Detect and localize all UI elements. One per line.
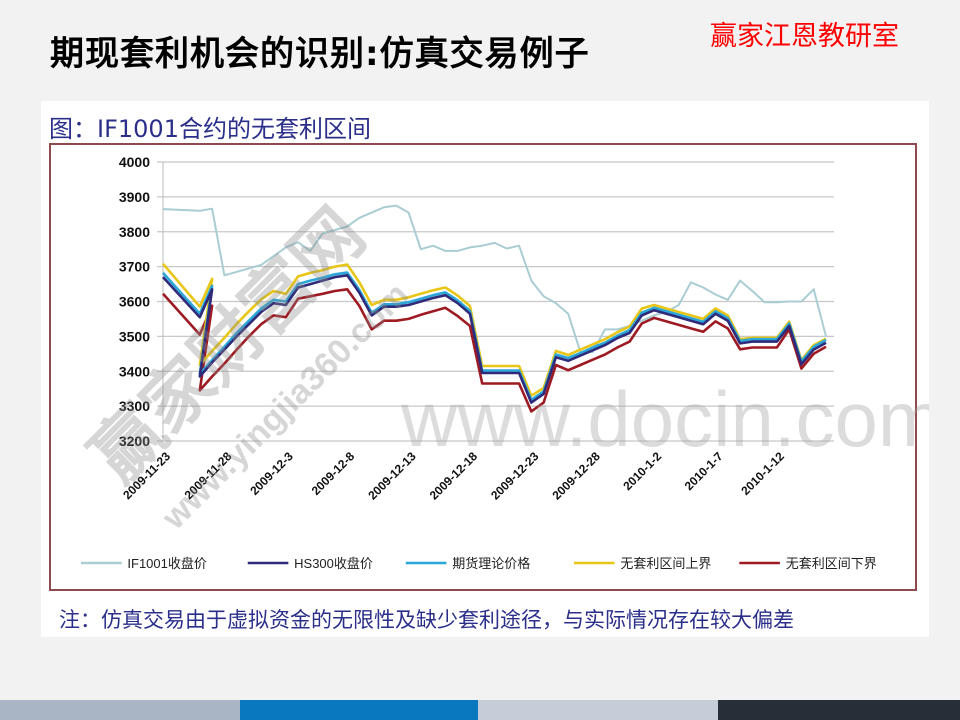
y-tick-label: 3200 bbox=[119, 433, 150, 449]
legend-label: 无套利区间上界 bbox=[620, 556, 711, 571]
slide-title: 期现套利机会的识别:仿真交易例子 bbox=[50, 34, 590, 74]
watermark-docin: www.docin.com bbox=[400, 375, 929, 463]
series-line bbox=[162, 271, 827, 402]
y-tick-label: 3300 bbox=[119, 398, 150, 414]
x-tick-label: 2009-12-8 bbox=[309, 449, 358, 498]
series-line bbox=[162, 274, 827, 404]
series-line bbox=[162, 262, 827, 398]
bar-segment-2 bbox=[240, 700, 478, 720]
chart-frame bbox=[49, 143, 917, 591]
legend-label: 无套利区间下界 bbox=[786, 556, 877, 571]
figure-caption: 图：IF1001合约的无套利区间 bbox=[49, 115, 371, 143]
legend-label: 期货理论价格 bbox=[452, 556, 530, 571]
bar-segment-1 bbox=[0, 700, 240, 720]
y-tick-label: 3900 bbox=[119, 189, 150, 205]
brand-label: 赢家江恩教研室 bbox=[710, 21, 899, 52]
y-tick-label: 3700 bbox=[119, 259, 150, 275]
y-tick-label: 3600 bbox=[119, 294, 150, 310]
legend-label: HS300收盘价 bbox=[294, 556, 373, 571]
y-tick-label: 3500 bbox=[119, 328, 150, 344]
bar-segment-3 bbox=[478, 700, 718, 720]
series-line bbox=[162, 288, 827, 413]
bottom-decor-bar bbox=[0, 700, 960, 720]
line-chart: 4000 3900 3800 3700 3600 3500 3400 3300 3200 2009… bbox=[76, 154, 929, 571]
figure-note: 注：仿真交易由于虚拟资金的无限性及缺少套利途径，与实际情况存在较大偏差 bbox=[59, 608, 794, 632]
series-line bbox=[162, 204, 827, 354]
bar-segment-4 bbox=[718, 700, 960, 720]
y-tick-label: 3800 bbox=[119, 224, 150, 240]
y-tick-label: 3400 bbox=[119, 363, 150, 379]
figure-panel: 图：IF1001合约的无套利区间 4000 3900 3800 3700 3600 350… bbox=[41, 101, 929, 637]
legend-label: IF1001收盘价 bbox=[127, 556, 206, 571]
y-tick-label: 4000 bbox=[119, 154, 150, 170]
